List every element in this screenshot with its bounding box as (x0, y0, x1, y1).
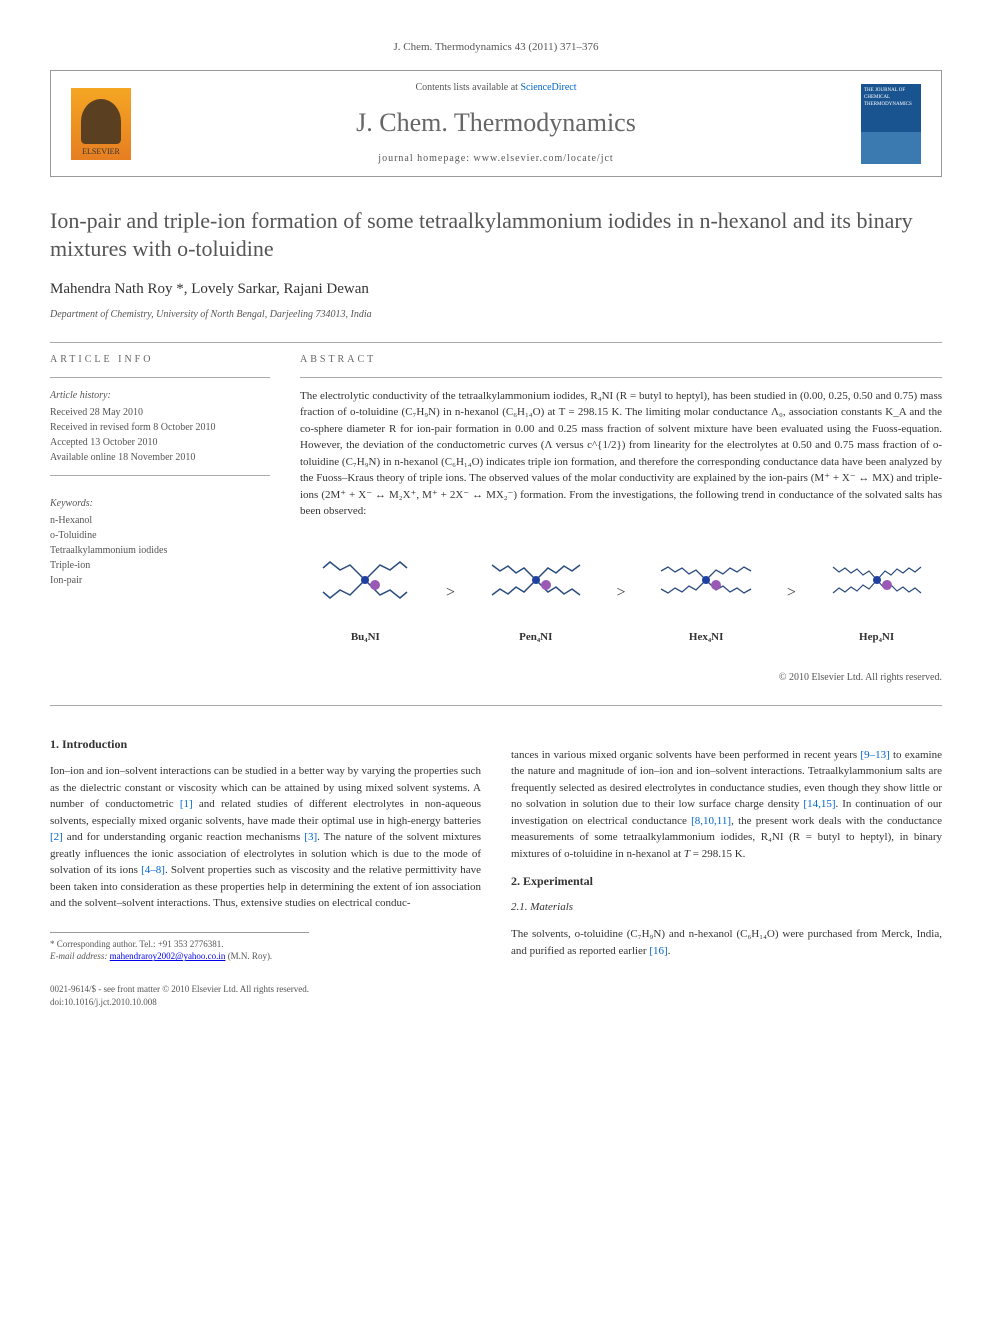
article-info-label: ARTICLE INFO (50, 353, 270, 367)
ref-link[interactable]: [8,10,11] (691, 815, 731, 827)
ref-link[interactable]: [14,15] (803, 798, 835, 810)
ref-link[interactable]: [2] (50, 831, 63, 843)
molecule-pen4ni: Pen₄NI (486, 540, 586, 646)
homepage-prefix: journal homepage: (378, 153, 473, 164)
molecule-structure-icon (827, 540, 927, 620)
left-body-column: 1. Introduction Ion–ion and ion–solvent … (50, 736, 481, 1009)
molecule-structure-icon (656, 540, 756, 620)
keyword: Tetraalkylammonium iodides (50, 543, 270, 558)
email-line: E-mail address: mahendraroy2002@yahoo.co… (50, 950, 309, 963)
molecule-comparison-row: Bu₄NI > Pen₄NI > (300, 540, 942, 646)
cover-text: THE JOURNAL OF CHEMICAL THERMODYNAMICS (864, 88, 912, 107)
materials-paragraph: The solvents, o-toluidine (C₇H₉N) and n-… (511, 926, 942, 959)
history-item: Received 28 May 2010 (50, 405, 270, 420)
divider (50, 377, 270, 378)
journal-title: J. Chem. Thermodynamics (131, 105, 861, 141)
molecule-label: Hex₄NI (656, 630, 756, 645)
keywords-block: Keywords: n-Hexanol o-Toluidine Tetraalk… (50, 496, 270, 588)
molecule-label: Hep₄NI (827, 630, 927, 645)
keyword: n-Hexanol (50, 513, 270, 528)
history-label: Article history: (50, 388, 270, 403)
experimental-heading: 2. Experimental (511, 873, 942, 890)
doi-line: doi:10.1016/j.jct.2010.10.008 (50, 996, 481, 1009)
keyword: o-Toluidine (50, 528, 270, 543)
right-body-column: tances in various mixed organic solvents… (511, 736, 942, 1009)
email-suffix: (M.N. Roy). (225, 951, 272, 961)
molecule-label: Bu₄NI (315, 630, 415, 645)
affiliation: Department of Chemistry, University of N… (50, 308, 942, 322)
divider (300, 377, 942, 378)
ref-link[interactable]: [1] (180, 798, 193, 810)
journal-header-center: Contents lists available at ScienceDirec… (131, 81, 861, 165)
corresponding-author-line: * Corresponding author. Tel.: +91 353 27… (50, 938, 309, 951)
molecule-bu4ni: Bu₄NI (315, 540, 415, 646)
ref-link[interactable]: [3] (304, 831, 317, 843)
materials-subheading: 2.1. Materials (511, 900, 942, 915)
email-link[interactable]: mahendraroy2002@yahoo.co.in (110, 951, 226, 961)
body-columns: 1. Introduction Ion–ion and ion–solvent … (50, 736, 942, 1009)
elsevier-tree-icon (81, 99, 121, 144)
keyword: Ion-pair (50, 573, 270, 588)
history-item: Received in revised form 8 October 2010 (50, 420, 270, 435)
keywords-label: Keywords: (50, 496, 270, 511)
divider (50, 705, 942, 706)
divider (50, 342, 942, 343)
molecule-label: Pen₄NI (486, 630, 586, 645)
corresponding-author-footnote: * Corresponding author. Tel.: +91 353 27… (50, 932, 309, 963)
greater-than-icon: > (446, 582, 455, 604)
article-info-column: ARTICLE INFO Article history: Received 2… (50, 353, 270, 685)
introduction-paragraph-cont: tances in various mixed organic solvents… (511, 747, 942, 863)
homepage-url: www.elsevier.com/locate/jct (474, 153, 614, 164)
divider (50, 475, 270, 476)
publisher-name: ELSEVIER (82, 146, 120, 157)
copyright: © 2010 Elsevier Ltd. All rights reserved… (300, 671, 942, 685)
journal-homepage: journal homepage: www.elsevier.com/locat… (131, 152, 861, 166)
molecule-hex4ni: Hex₄NI (656, 540, 756, 646)
molecule-structure-icon (486, 540, 586, 620)
introduction-heading: 1. Introduction (50, 736, 481, 753)
elsevier-logo: ELSEVIER (71, 88, 131, 160)
journal-cover-thumbnail: THE JOURNAL OF CHEMICAL THERMODYNAMICS (861, 84, 921, 164)
abstract-text: The electrolytic conductivity of the tet… (300, 388, 942, 520)
contents-prefix: Contents lists available at (415, 82, 520, 93)
greater-than-icon: > (616, 582, 625, 604)
sciencedirect-link[interactable]: ScienceDirect (520, 82, 576, 93)
introduction-paragraph: Ion–ion and ion–solvent interactions can… (50, 763, 481, 912)
ref-link[interactable]: [16] (649, 945, 667, 957)
authors: Mahendra Nath Roy *, Lovely Sarkar, Raja… (50, 279, 942, 300)
molecule-structure-icon (315, 540, 415, 620)
doi-block: 0021-9614/$ - see front matter © 2010 El… (50, 983, 481, 1008)
email-label: E-mail address: (50, 951, 110, 961)
greater-than-icon: > (787, 582, 796, 604)
article-history: Article history: Received 28 May 2010 Re… (50, 388, 270, 465)
ref-link[interactable]: [4–8] (141, 864, 165, 876)
article-info-row: ARTICLE INFO Article history: Received 2… (50, 353, 942, 685)
molecule-hep4ni: Hep₄NI (827, 540, 927, 646)
keyword: Triple-ion (50, 558, 270, 573)
abstract-label: ABSTRACT (300, 353, 942, 367)
front-matter-line: 0021-9614/$ - see front matter © 2010 El… (50, 983, 481, 996)
journal-header: ELSEVIER Contents lists available at Sci… (50, 70, 942, 176)
article-title: Ion-pair and triple-ion formation of som… (50, 207, 942, 264)
ref-link[interactable]: [9–13] (860, 749, 889, 761)
journal-reference: J. Chem. Thermodynamics 43 (2011) 371–37… (50, 40, 942, 55)
contents-available-line: Contents lists available at ScienceDirec… (131, 81, 861, 95)
abstract-column: ABSTRACT The electrolytic conductivity o… (300, 353, 942, 685)
history-item: Available online 18 November 2010 (50, 450, 270, 465)
history-item: Accepted 13 October 2010 (50, 435, 270, 450)
